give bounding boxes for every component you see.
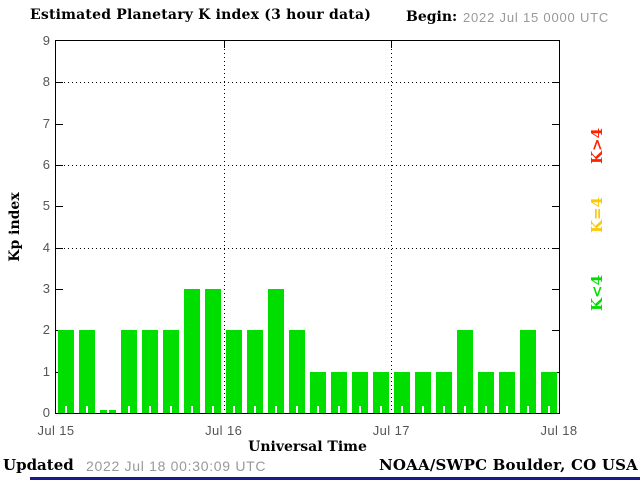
kp-bar: [79, 330, 96, 413]
y-tick-label: 9: [42, 33, 50, 48]
y-tick-right: [552, 247, 559, 249]
begin-value: 2022 Jul 15 0000 UTC: [463, 10, 610, 25]
x-slot-tick: [191, 406, 194, 413]
x-tick-label: Jul 18: [540, 423, 578, 438]
chart-title: Estimated Planetary K index (3 hour data…: [30, 7, 372, 23]
x-slot-tick: [547, 406, 550, 413]
x-slot-tick: [296, 406, 299, 413]
kp-bar: [247, 330, 264, 413]
y-tick-label: 0: [42, 405, 50, 420]
gridline-y-8: [56, 82, 559, 84]
x-tick-label: Jul 17: [372, 423, 410, 438]
top-day-tick: [223, 41, 225, 48]
kp-bar: [456, 330, 473, 413]
gridline-x-day: [391, 41, 393, 413]
y-tick-left: [56, 123, 63, 125]
kp-bar: [498, 371, 515, 413]
y-tick-label: 2: [42, 322, 50, 338]
y-tick-left: [56, 82, 63, 84]
x-slot-tick: [337, 406, 340, 413]
x-slot-tick: [316, 406, 319, 413]
x-slot-tick: [421, 406, 424, 413]
footer-divider: [30, 477, 640, 480]
top-day-tick: [391, 41, 393, 48]
kp-bar: [142, 330, 159, 413]
x-slot-tick: [463, 406, 466, 413]
x-slot-tick: [65, 406, 68, 413]
kp-bar: [226, 330, 243, 413]
y-tick-label: 1: [42, 363, 50, 379]
y-axis-title: Kp index: [7, 192, 23, 262]
x-slot-tick: [400, 406, 403, 413]
kp-bar: [184, 289, 201, 413]
source-credit: NOAA/SWPC Boulder, CO USA: [378, 456, 638, 474]
x-tick-label: Jul 16: [205, 423, 243, 438]
y-tick-right: [552, 123, 559, 125]
x-slot-tick: [128, 406, 131, 413]
begin-label: Begin:: [406, 9, 458, 25]
x-slot-tick: [275, 406, 278, 413]
x-slot-tick: [484, 406, 487, 413]
y-tick-label: 4: [42, 239, 50, 255]
kp-bar: [477, 371, 494, 413]
x-slot-tick: [212, 406, 215, 413]
y-tick-left: [56, 289, 63, 290]
kp-bar: [330, 371, 347, 413]
x-axis-title: Universal Time: [248, 439, 367, 455]
y-tick-label: 3: [42, 281, 50, 296]
gridline-x-day: [223, 41, 225, 413]
updated-value: 2022 Jul 18 00:30:09 UTC: [86, 458, 267, 474]
x-tick-label: Jul 15: [37, 423, 75, 438]
y-tick-label: 5: [42, 198, 50, 214]
x-slot-tick: [233, 406, 236, 413]
legend-item-storm: K>4: [588, 127, 606, 165]
kp-bar: [309, 371, 326, 413]
x-slot-tick: [107, 406, 110, 413]
y-tick-left: [56, 247, 63, 249]
x-slot-tick: [86, 406, 89, 413]
y-tick-left: [56, 165, 63, 166]
y-tick-right: [552, 206, 559, 208]
y-tick-label: 6: [42, 157, 50, 172]
y-tick-left: [56, 206, 63, 208]
plot-area: [55, 40, 560, 414]
y-tick-right: [552, 289, 559, 290]
kp-bar: [121, 330, 138, 413]
x-slot-tick: [358, 406, 361, 413]
kp-bar: [435, 371, 452, 413]
x-slot-tick: [379, 406, 382, 413]
kp-bar: [540, 371, 557, 413]
kp-bar: [268, 289, 285, 413]
y-tick-right: [552, 330, 559, 332]
y-tick-right: [552, 165, 559, 166]
x-slot-tick: [442, 406, 445, 413]
x-slot-tick: [526, 406, 529, 413]
kp-bar: [414, 371, 431, 413]
kp-bar: [58, 330, 75, 413]
kp-bar: [351, 371, 368, 413]
x-slot-tick: [505, 406, 508, 413]
updated-label: Updated: [3, 456, 74, 474]
kp-bar: [519, 330, 536, 413]
gridline-y-4: [56, 247, 559, 249]
kp-bar: [289, 330, 306, 413]
y-tick-label: 7: [42, 115, 50, 131]
kp-bar: [205, 289, 222, 413]
legend-item-active: K=4: [588, 196, 606, 234]
x-slot-tick: [170, 406, 173, 413]
kp-bar: [393, 371, 410, 413]
kp-bar: [372, 371, 389, 413]
x-slot-tick: [254, 406, 257, 413]
gridline-y-6: [56, 165, 559, 166]
y-tick-label: 8: [42, 74, 50, 90]
legend-item-quiet: K<4: [588, 274, 606, 312]
y-tick-right: [552, 82, 559, 84]
x-slot-tick: [149, 406, 152, 413]
kp-bar: [163, 330, 180, 413]
